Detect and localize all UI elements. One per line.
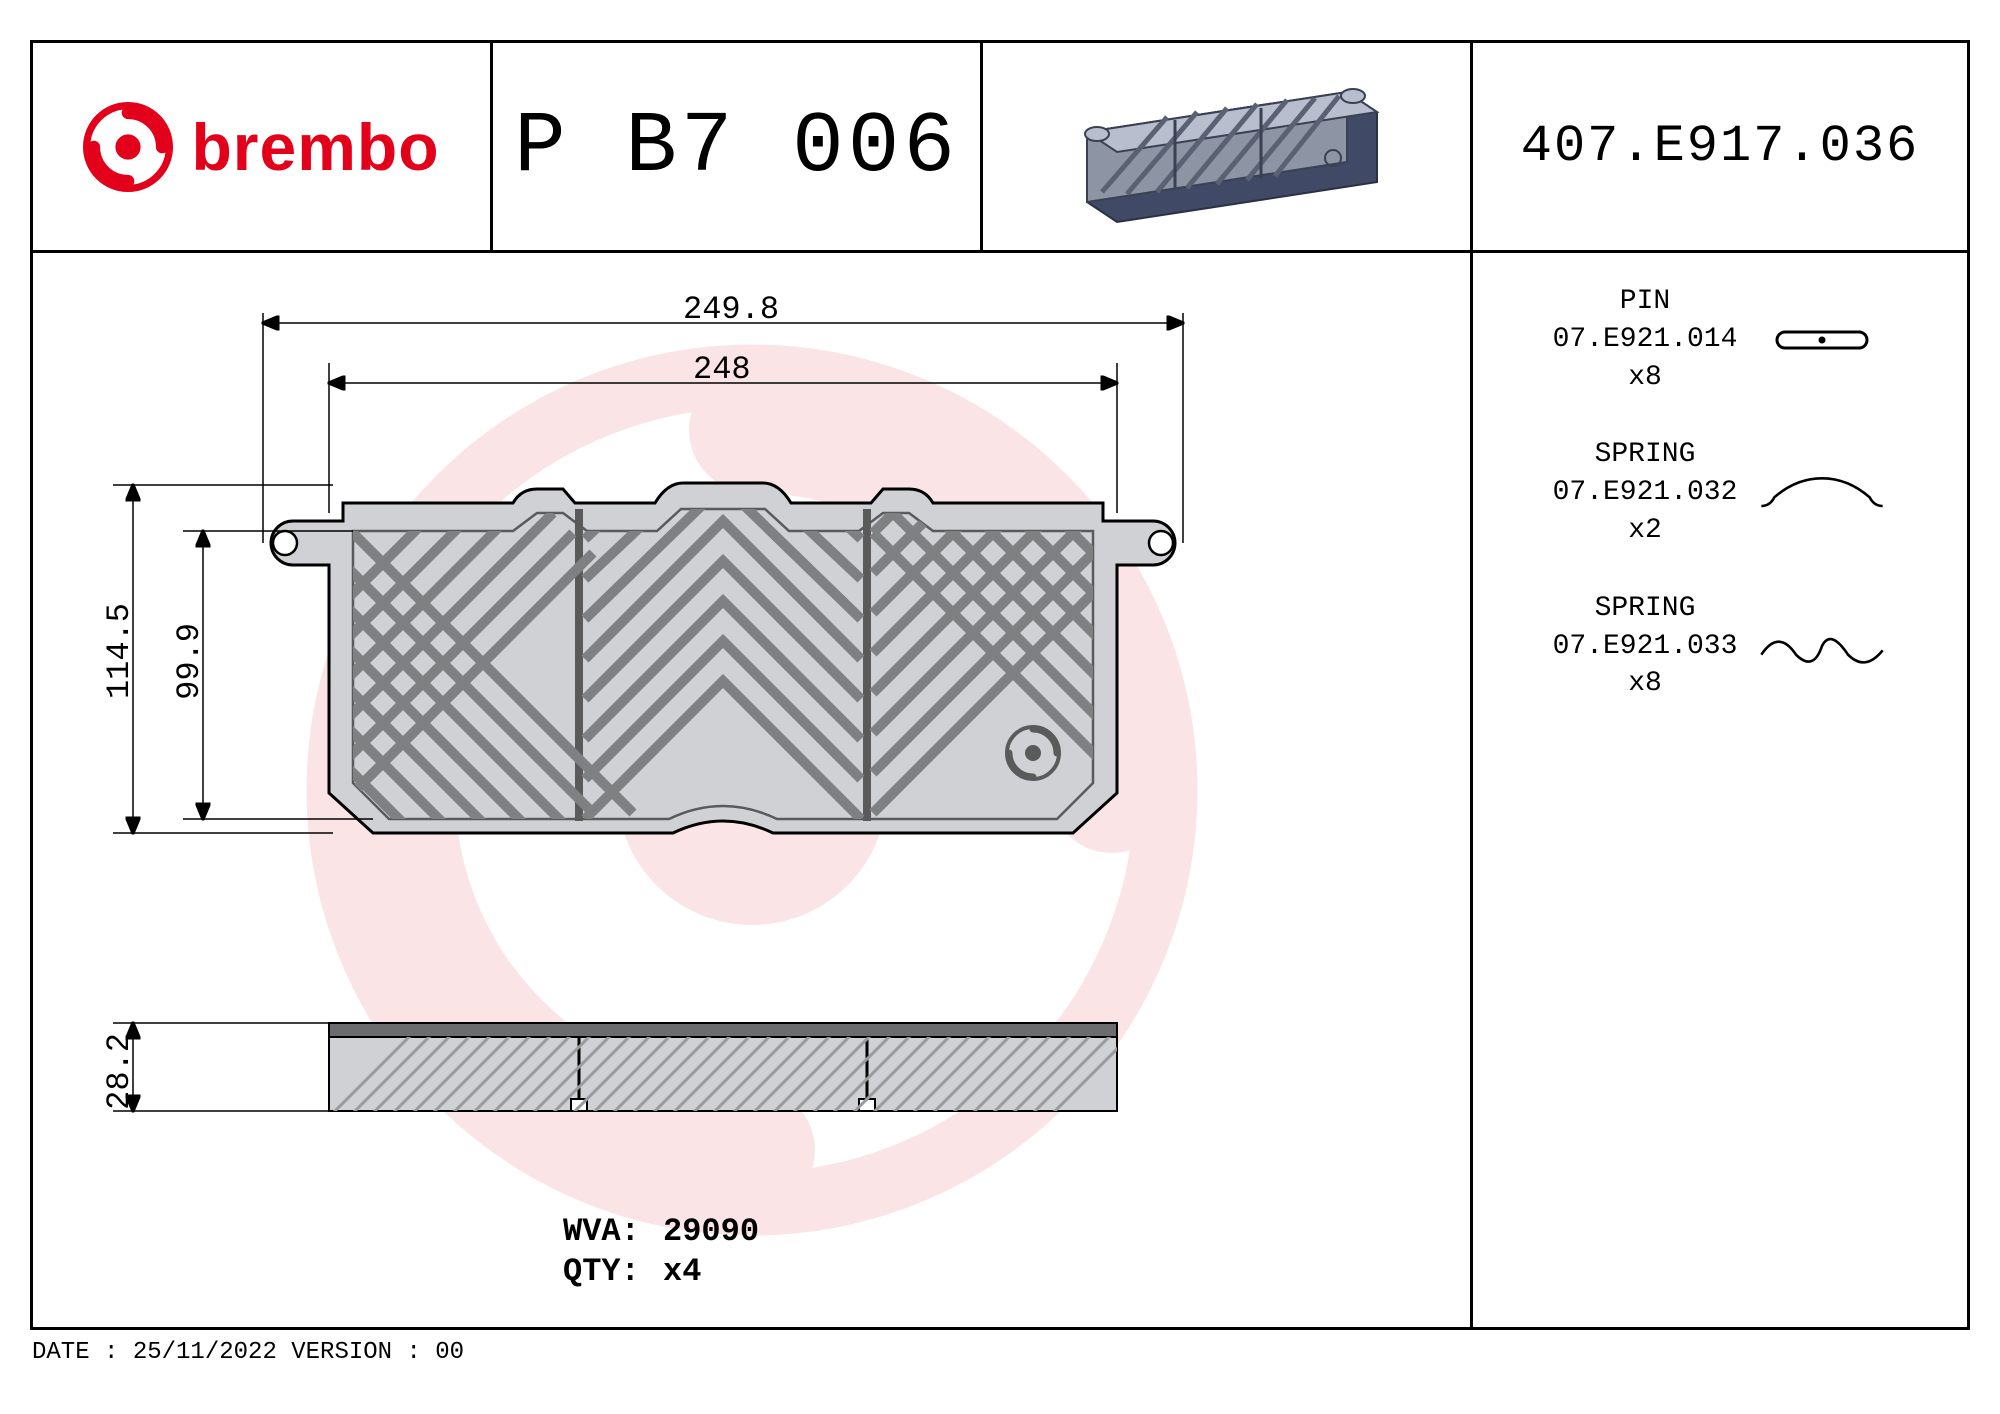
header-image-cell: [983, 43, 1473, 250]
accessory-qty: x8: [1553, 665, 1738, 703]
wva-value: 29090: [663, 1213, 759, 1250]
dim-width-outer: 249.8: [683, 291, 779, 328]
dim-height-outer: 114.5: [101, 603, 138, 699]
accessory-item: SPRING 07.E921.032 x2: [1473, 436, 1967, 549]
brake-pad-iso-icon: [1047, 62, 1407, 232]
spring-wave-icon: [1757, 621, 1887, 671]
technical-drawing: [33, 253, 1473, 1328]
header-row: brembo P B7 006: [33, 43, 1967, 253]
accessory-ref: 07.E921.033: [1553, 628, 1738, 666]
brand: brembo: [83, 102, 439, 192]
header-part-cell: P B7 006: [493, 43, 983, 250]
accessory-qty: x2: [1553, 512, 1738, 550]
spring-arch-icon: [1757, 468, 1887, 518]
date-version: DATE : 25/11/2022 VERSION : 00: [32, 1339, 464, 1366]
accessory-type: SPRING: [1553, 436, 1738, 474]
qty-value: x4: [663, 1253, 701, 1290]
drawing-frame: brembo P B7 006: [30, 40, 1970, 1330]
accessories-panel: PIN 07.E921.014 x8: [1473, 253, 1967, 1327]
reference-code: 407.E917.036: [1521, 117, 1919, 176]
accessory-qty: x8: [1553, 359, 1738, 397]
dim-thickness: 28.2: [101, 1033, 138, 1110]
drawing-area: 249.8 248 114.5 99.9 28.2 WVA: 29090 QTY…: [33, 253, 1473, 1327]
dim-height-inner: 99.9: [171, 623, 208, 700]
body-row: 249.8 248 114.5 99.9 28.2 WVA: 29090 QTY…: [33, 253, 1967, 1327]
accessory-item: SPRING 07.E921.033 x8: [1473, 590, 1967, 703]
header-logo-cell: brembo: [33, 43, 493, 250]
brand-name: brembo: [191, 109, 439, 185]
dim-width-inner: 248: [693, 351, 751, 388]
part-number: P B7 006: [514, 98, 959, 196]
brembo-logo-icon: [83, 102, 173, 192]
accessory-item: PIN 07.E921.014 x8: [1473, 283, 1967, 396]
accessory-ref: 07.E921.032: [1553, 474, 1738, 512]
accessory-ref: 07.E921.014: [1553, 321, 1738, 359]
pin-icon: [1757, 320, 1887, 360]
header-refcode-cell: 407.E917.036: [1473, 43, 1967, 250]
accessory-type: SPRING: [1553, 590, 1738, 628]
accessory-type: PIN: [1553, 283, 1738, 321]
wva-label: WVA:: [563, 1213, 640, 1250]
qty-label: QTY:: [563, 1253, 640, 1290]
